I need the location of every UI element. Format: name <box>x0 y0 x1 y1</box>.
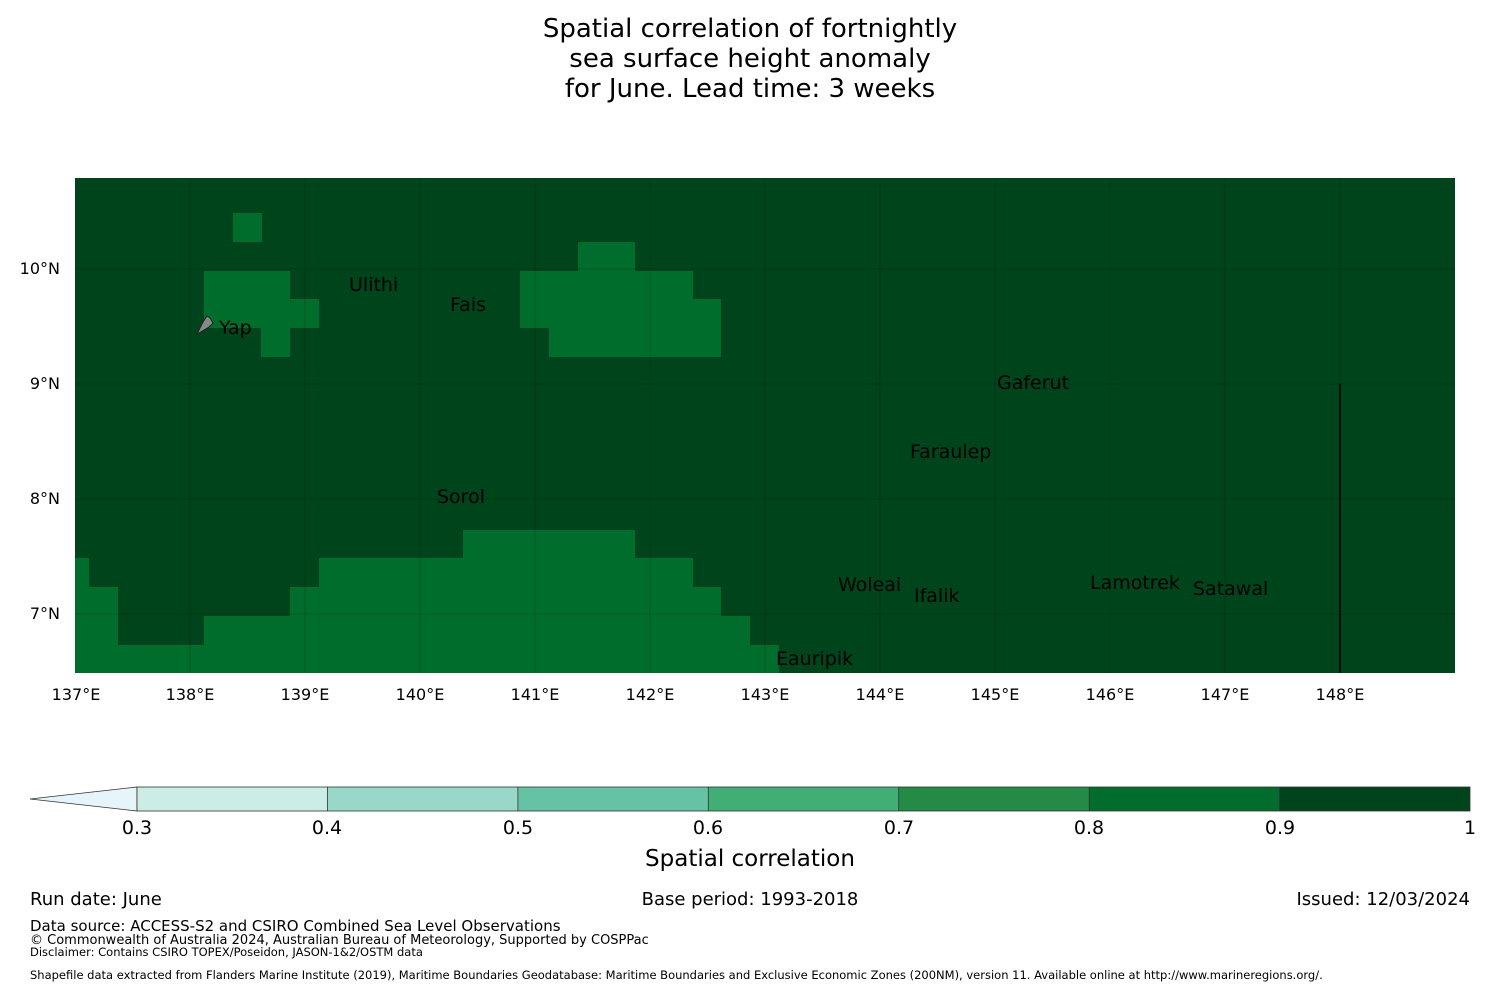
patch-south-6 <box>319 558 463 673</box>
patch-fais-low <box>549 328 721 357</box>
gridlines <box>75 178 1455 673</box>
colorbar-segment-0.9-1 <box>1279 787 1470 811</box>
lon-label-146E: 146°E <box>1085 685 1135 704</box>
patch-south-5 <box>290 587 319 673</box>
place-label-woleai: Woleai <box>838 574 902 596</box>
run-date: Run date: June <box>30 889 162 910</box>
data-source: Data source: ACCESS-S2 and CSIRO Combine… <box>30 917 561 935</box>
colorbar <box>29 786 1471 812</box>
patch-yap-block <box>204 271 290 328</box>
place-label-ulithi: Ulithi <box>349 274 399 296</box>
patch-south-9 <box>693 587 721 673</box>
place-label-faraulep: Faraulep <box>910 441 992 463</box>
colorbar-segment-0.8-0.9 <box>1089 787 1280 811</box>
shapefile-credit: Shapefile data extracted from Flanders M… <box>30 968 1323 982</box>
colorbar-tick-0.6: 0.6 <box>692 817 724 839</box>
patch-fais-top <box>578 242 635 271</box>
title-line-2: sea surface height anomaly <box>569 44 931 74</box>
place-label-ifalik: Ifalik <box>914 585 960 607</box>
patch-yap-east <box>290 299 319 328</box>
patch-south-1 <box>75 558 89 673</box>
yap-island-shape <box>195 315 214 336</box>
chart-title: Spatial correlation of fortnightly sea s… <box>0 14 1500 104</box>
patch-yap-north <box>233 213 262 242</box>
patch-fais-east <box>693 299 721 328</box>
place-label-fais: Fais <box>450 294 487 316</box>
patch-yap-south <box>261 328 290 357</box>
map-area <box>75 178 1455 673</box>
copyright: © Commonwealth of Australia 2024, Austra… <box>30 933 649 948</box>
patch-south-10 <box>721 616 750 673</box>
lon-label-144E: 144°E <box>855 685 905 704</box>
colorbar-tick-0.4: 0.4 <box>311 817 343 839</box>
colorbar-segment-0.4-0.5 <box>327 787 518 811</box>
patch-south-7 <box>463 530 635 673</box>
lon-label-145E: 145°E <box>970 685 1020 704</box>
lon-label-140E: 140°E <box>395 685 445 704</box>
disclaimer: Disclaimer: Contains CSIRO TOPEX/Poseido… <box>30 945 423 959</box>
patch-fais-mid <box>520 271 693 328</box>
colorbar-segment-0.5-0.6 <box>517 787 709 811</box>
colorbar-segment-0.7-0.8 <box>898 787 1090 811</box>
colorbar-extension-arrow <box>29 786 138 812</box>
colorbar-tick-0.9: 0.9 <box>1264 817 1296 839</box>
lat-label-7N: 7°N <box>29 604 60 623</box>
title-line-3: for June. Lead time: 3 weeks <box>564 74 936 104</box>
lon-label-138E: 138°E <box>165 685 215 704</box>
colorbar-segment-0.3-0.4 <box>137 787 328 811</box>
issued-date: Issued: 12/03/2024 <box>1296 889 1470 910</box>
lat-label-8N: 8°N <box>29 489 60 508</box>
lon-label-147E: 147°E <box>1200 685 1250 704</box>
patch-south-4 <box>204 616 290 673</box>
colorbar-dividers <box>326 787 1280 811</box>
colorbar-segment-0.6-0.7 <box>708 787 899 811</box>
place-label-sorol: Sorol <box>437 486 485 508</box>
lon-label-139E: 139°E <box>280 685 330 704</box>
title-line-1: Spatial correlation of fortnightly <box>542 14 958 44</box>
lon-label-137E: 137°E <box>51 685 101 704</box>
lat-label-10N: 10°N <box>19 259 60 278</box>
lon-label-142E: 142°E <box>625 685 675 704</box>
patch-south-3 <box>118 645 204 673</box>
colorbar-tick-0.8: 0.8 <box>1073 817 1105 839</box>
place-label-satawal: Satawal <box>1193 578 1269 600</box>
colorbar-tick-0.5: 0.5 <box>502 817 534 839</box>
base-period: Base period: 1993-2018 <box>641 889 859 910</box>
place-label-gaferut: Gaferut <box>997 372 1070 394</box>
patch-south-2 <box>89 587 118 673</box>
colorbar-outline <box>136 786 1471 812</box>
patch-south-11 <box>750 645 779 673</box>
colorbar-tick-1: 1 <box>1463 817 1477 839</box>
patch-south-8 <box>635 558 693 673</box>
lon-label-143E: 143°E <box>740 685 790 704</box>
lon-label-148E: 148°E <box>1315 685 1365 704</box>
colorbar-tick-0.3: 0.3 <box>121 817 153 839</box>
colorbar-tick-0.7: 0.7 <box>883 817 915 839</box>
colorbar-title: Spatial correlation <box>645 846 855 872</box>
place-label-yap: Yap <box>219 317 252 339</box>
correlation-patches <box>75 213 779 673</box>
place-label-lamotrek: Lamotrek <box>1090 572 1180 594</box>
place-label-eauripik: Eauripik <box>776 648 854 670</box>
lon-label-141E: 141°E <box>510 685 560 704</box>
lat-label-9N: 9°N <box>29 374 60 393</box>
